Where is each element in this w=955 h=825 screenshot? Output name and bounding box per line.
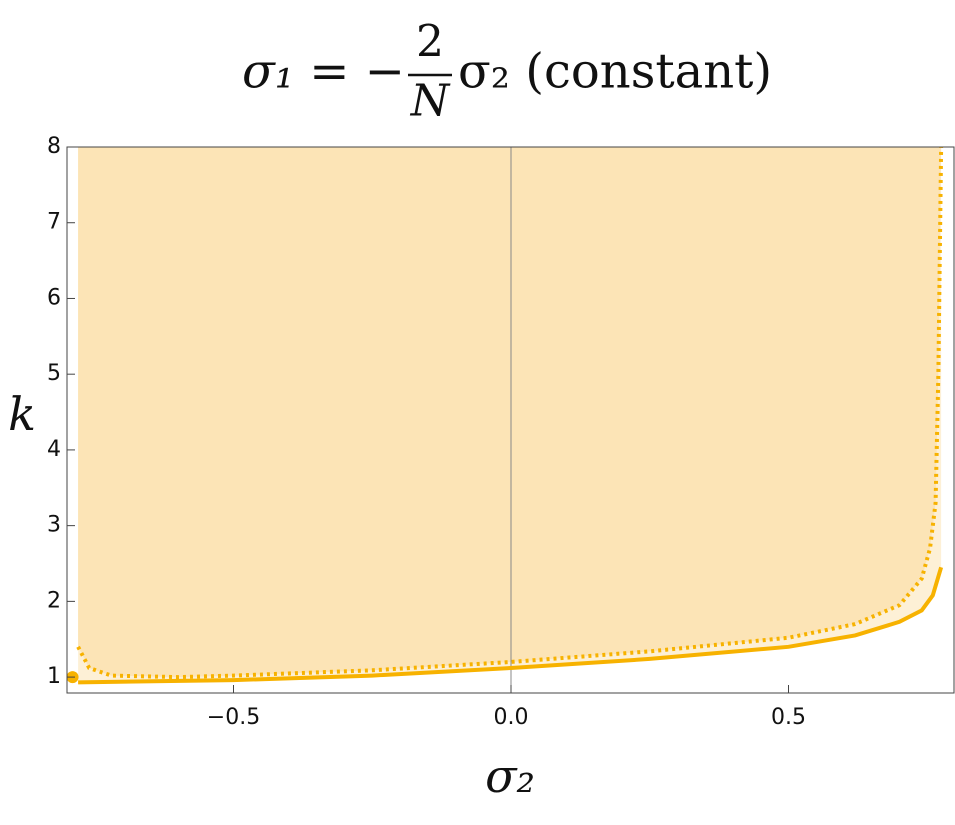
y-tick-label: 3 xyxy=(47,513,61,538)
title-rhs: σ₂ (constant) xyxy=(458,44,772,100)
title-numerator: 2 xyxy=(416,17,444,68)
title-lhs: σ₁ = − xyxy=(242,44,405,100)
y-tick-label: 8 xyxy=(47,134,61,159)
x-tick-label: 0.0 xyxy=(494,705,529,730)
x-tick-label: 0.5 xyxy=(771,705,806,730)
line-solid xyxy=(78,566,944,685)
area xyxy=(78,147,942,678)
y-tick-label: 7 xyxy=(47,210,61,235)
x-axis-label: σ₂ xyxy=(485,749,535,803)
y-tick-label: 4 xyxy=(47,437,61,462)
title-denominator: N xyxy=(410,76,451,127)
y-tick-label: 2 xyxy=(47,588,61,613)
line-dotted xyxy=(76,146,944,680)
y-tick-label: 6 xyxy=(47,285,61,310)
y-tick-label: 1 xyxy=(47,664,61,689)
y-tick-label: 5 xyxy=(47,361,61,386)
x-tick-label: −0.5 xyxy=(207,705,260,730)
y-axis-label: k xyxy=(8,387,36,441)
